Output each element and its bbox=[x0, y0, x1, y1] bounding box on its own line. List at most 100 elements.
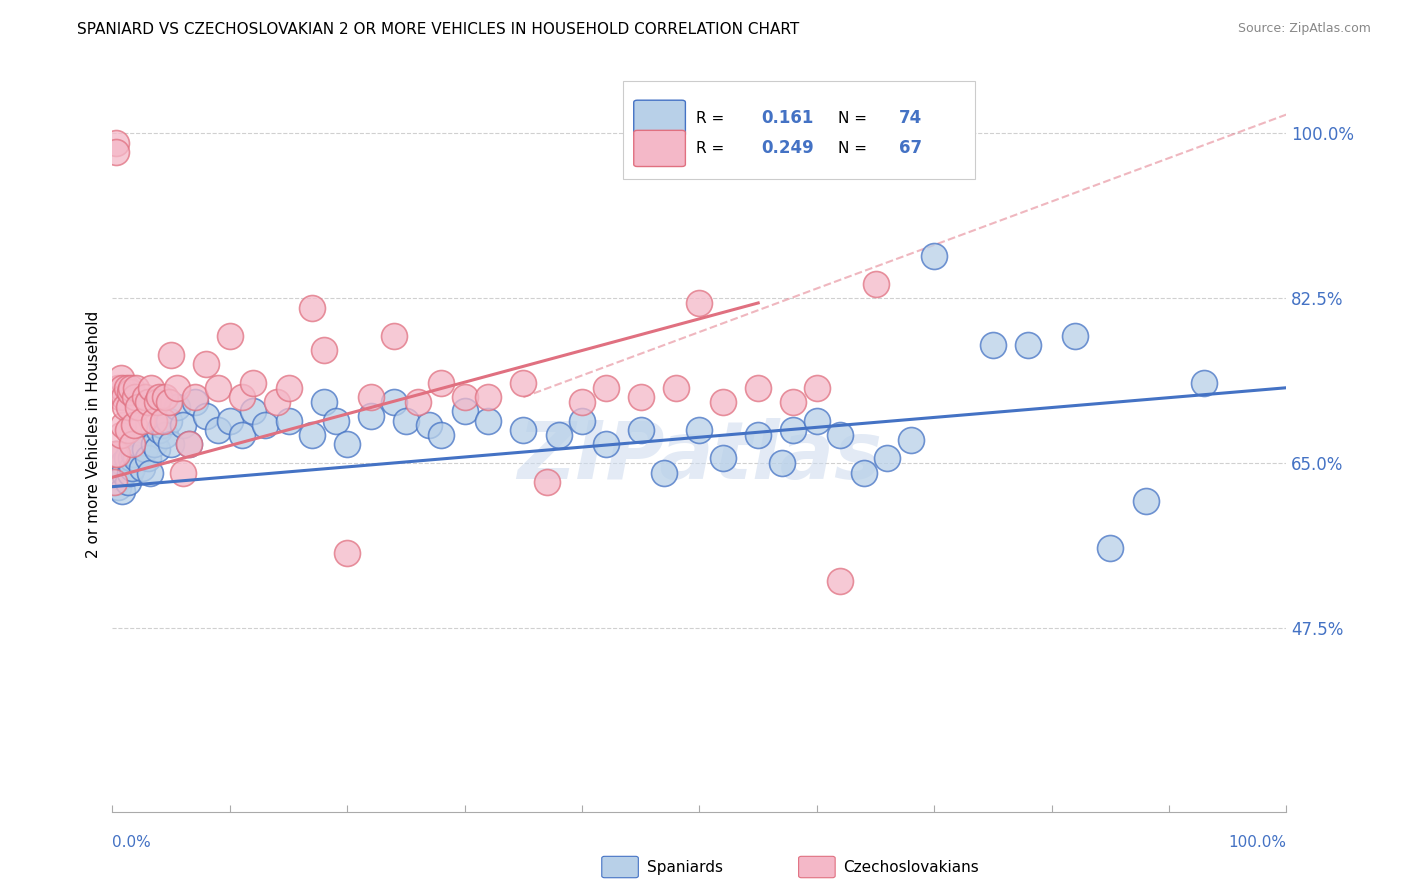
Point bbox=[876, 451, 898, 466]
Point bbox=[418, 418, 440, 433]
Point bbox=[103, 466, 125, 480]
Point bbox=[865, 277, 887, 292]
Point bbox=[112, 418, 135, 433]
Point bbox=[430, 428, 453, 442]
Point bbox=[103, 475, 125, 489]
Point bbox=[157, 395, 180, 409]
Point bbox=[111, 484, 134, 499]
Point bbox=[112, 456, 135, 470]
Point bbox=[157, 414, 180, 428]
Text: R =: R = bbox=[696, 141, 730, 156]
Point bbox=[360, 390, 382, 404]
Point bbox=[711, 451, 734, 466]
Point bbox=[125, 381, 148, 395]
Point bbox=[195, 357, 218, 371]
Point bbox=[120, 466, 142, 480]
Point bbox=[747, 428, 769, 442]
Point bbox=[122, 447, 145, 461]
Point bbox=[231, 390, 253, 404]
Point bbox=[125, 451, 148, 466]
Point bbox=[177, 437, 200, 451]
Point bbox=[172, 466, 194, 480]
Text: 0.0%: 0.0% bbox=[112, 835, 152, 850]
Point bbox=[652, 466, 675, 480]
FancyBboxPatch shape bbox=[634, 130, 685, 167]
Point bbox=[131, 414, 153, 428]
Point bbox=[120, 451, 142, 466]
Point bbox=[152, 414, 174, 428]
Point bbox=[770, 456, 793, 470]
Point bbox=[1194, 376, 1216, 390]
Point bbox=[266, 395, 288, 409]
Point bbox=[301, 301, 323, 315]
Text: ZIPatlas: ZIPatlas bbox=[517, 418, 882, 497]
Text: Spaniards: Spaniards bbox=[647, 860, 723, 874]
Point bbox=[121, 460, 143, 475]
Text: 0.249: 0.249 bbox=[762, 139, 814, 157]
Point bbox=[117, 423, 139, 437]
Point bbox=[900, 433, 922, 447]
Point bbox=[207, 423, 229, 437]
Point bbox=[115, 451, 138, 466]
Point bbox=[571, 414, 593, 428]
Text: N =: N = bbox=[838, 111, 872, 126]
Point bbox=[105, 475, 128, 489]
Point bbox=[136, 395, 159, 409]
Point bbox=[139, 466, 162, 480]
Point bbox=[688, 296, 710, 310]
Point bbox=[231, 428, 253, 442]
Point bbox=[195, 409, 218, 423]
Point bbox=[160, 348, 183, 362]
Point bbox=[104, 447, 127, 461]
Point bbox=[830, 428, 852, 442]
Point bbox=[108, 390, 131, 404]
Point bbox=[806, 414, 828, 428]
Point bbox=[108, 460, 131, 475]
Point bbox=[105, 447, 128, 461]
Point bbox=[382, 329, 405, 343]
Point bbox=[312, 395, 335, 409]
Point bbox=[155, 390, 177, 404]
Point bbox=[536, 475, 558, 489]
Point bbox=[207, 381, 229, 395]
Point bbox=[477, 414, 499, 428]
Point bbox=[166, 400, 188, 414]
Point bbox=[111, 381, 134, 395]
Point bbox=[112, 390, 135, 404]
Point bbox=[254, 418, 277, 433]
Point bbox=[782, 423, 804, 437]
Point bbox=[142, 437, 165, 451]
Point bbox=[134, 390, 156, 404]
Text: 100.0%: 100.0% bbox=[1229, 835, 1286, 850]
Point bbox=[301, 428, 323, 442]
Point bbox=[166, 381, 188, 395]
Point bbox=[105, 447, 128, 461]
Point bbox=[183, 390, 205, 404]
Point bbox=[630, 423, 652, 437]
Point bbox=[830, 574, 852, 588]
Point bbox=[218, 329, 242, 343]
Point bbox=[806, 381, 828, 395]
Point bbox=[1017, 338, 1039, 352]
Point bbox=[406, 395, 429, 409]
Point bbox=[105, 145, 128, 160]
Point bbox=[595, 437, 617, 451]
Point bbox=[141, 381, 163, 395]
Y-axis label: 2 or more Vehicles in Household: 2 or more Vehicles in Household bbox=[86, 311, 101, 558]
Text: R =: R = bbox=[696, 111, 730, 126]
Point bbox=[148, 390, 170, 404]
Point bbox=[115, 381, 138, 395]
Text: N =: N = bbox=[838, 141, 872, 156]
Point bbox=[177, 437, 200, 451]
Point bbox=[336, 437, 359, 451]
Text: 74: 74 bbox=[898, 110, 922, 128]
Point bbox=[711, 395, 734, 409]
Point bbox=[312, 343, 335, 357]
Point bbox=[688, 423, 710, 437]
Point bbox=[1064, 329, 1087, 343]
Point bbox=[325, 414, 347, 428]
Text: SPANIARD VS CZECHOSLOVAKIAN 2 OR MORE VEHICLES IN HOUSEHOLD CORRELATION CHART: SPANIARD VS CZECHOSLOVAKIAN 2 OR MORE VE… bbox=[77, 22, 800, 37]
Point bbox=[571, 395, 593, 409]
Point bbox=[160, 437, 183, 451]
Point bbox=[114, 400, 136, 414]
